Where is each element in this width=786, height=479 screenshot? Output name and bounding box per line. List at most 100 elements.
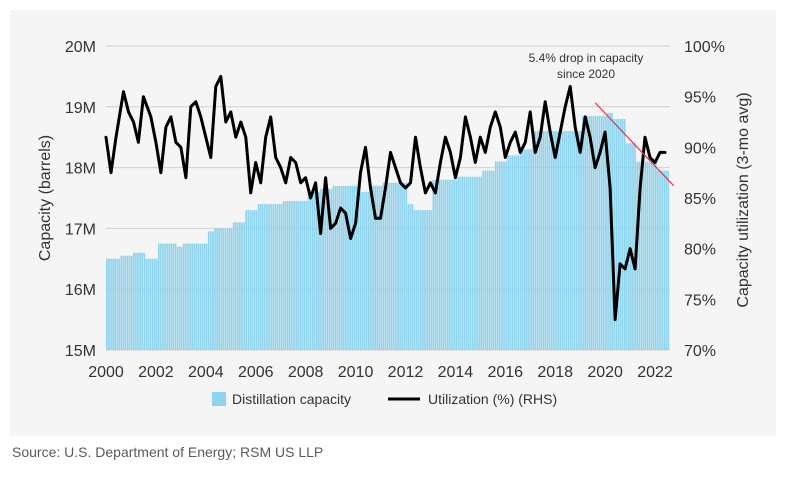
capacity-bars xyxy=(106,112,670,351)
capacity-bar xyxy=(226,228,229,350)
capacity-bar xyxy=(395,182,397,350)
capacity-bar xyxy=(659,170,661,350)
capacity-bar xyxy=(291,201,293,350)
capacity-bar xyxy=(536,131,539,350)
capacity-bar xyxy=(151,258,154,350)
capacity-bar xyxy=(667,170,670,350)
capacity-bar xyxy=(434,179,437,350)
capacity-bar xyxy=(122,255,125,350)
y-right-tick-label: 85% xyxy=(684,191,716,208)
capacity-bar xyxy=(237,222,239,350)
capacity-bar xyxy=(436,179,439,350)
capacity-bar xyxy=(363,191,366,350)
capacity-bar xyxy=(264,204,266,350)
capacity-bar xyxy=(451,179,453,350)
capacity-bar xyxy=(324,188,327,350)
capacity-bar xyxy=(234,222,237,350)
x-tick-label: 2020 xyxy=(587,364,623,381)
capacity-bar xyxy=(463,176,466,350)
x-tick-label: 2018 xyxy=(537,364,573,381)
y-axis-title: Capacity (barrels) xyxy=(37,135,54,261)
capacity-bar xyxy=(114,258,116,350)
capacity-bar xyxy=(576,131,578,350)
capacity-bar xyxy=(255,210,258,350)
capacity-bar xyxy=(322,188,324,350)
capacity-bar xyxy=(519,149,522,350)
capacity-bar xyxy=(280,204,283,350)
capacity-bar xyxy=(382,182,385,350)
capacity-bar xyxy=(484,170,487,350)
capacity-bar xyxy=(203,243,206,350)
capacity-bar xyxy=(617,118,620,351)
capacity-bar xyxy=(328,188,331,350)
capacity-bar xyxy=(311,191,314,350)
x-tick-label: 2008 xyxy=(288,364,324,381)
capacity-bar xyxy=(259,204,262,350)
capacity-bar xyxy=(480,176,482,350)
capacity-bar xyxy=(521,149,524,350)
capacity-bar xyxy=(420,210,422,350)
capacity-bar xyxy=(623,118,626,351)
capacity-bar xyxy=(222,228,225,350)
capacity-bar xyxy=(209,231,212,350)
capacity-bar xyxy=(432,179,435,350)
capacity-bar xyxy=(397,182,399,350)
capacity-bar xyxy=(239,222,241,350)
capacity-bar xyxy=(482,170,485,350)
capacity-bar xyxy=(600,115,603,350)
capacity-bar xyxy=(392,182,395,350)
capacity-bar xyxy=(145,258,148,350)
capacity-bar xyxy=(630,143,632,350)
capacity-bar xyxy=(642,161,645,350)
capacity-bar xyxy=(542,131,545,350)
capacity-bar xyxy=(205,243,208,350)
capacity-bar xyxy=(488,170,491,350)
capacity-bar xyxy=(596,115,599,350)
capacity-bar xyxy=(594,115,597,350)
capacity-bar xyxy=(365,191,368,350)
capacity-bar xyxy=(295,201,297,350)
capacity-bar xyxy=(598,115,601,350)
capacity-bar xyxy=(603,115,605,350)
capacity-bar xyxy=(655,161,657,350)
capacity-bar xyxy=(640,161,643,350)
capacity-bar xyxy=(170,243,173,350)
y-tick-label: 15M xyxy=(65,343,96,360)
capacity-bar xyxy=(368,191,370,350)
capacity-bar xyxy=(338,185,341,350)
capacity-bar xyxy=(417,210,420,350)
y-tick-label: 19M xyxy=(65,100,96,117)
capacity-bar xyxy=(424,210,426,350)
capacity-bar xyxy=(332,185,335,350)
capacity-bar xyxy=(299,201,302,350)
capacity-bar xyxy=(474,176,476,350)
capacity-bar xyxy=(309,191,312,350)
capacity-bar xyxy=(189,243,191,350)
capacity-bar xyxy=(341,185,343,350)
capacity-bar xyxy=(270,204,272,350)
capacity-bar xyxy=(546,131,549,350)
capacity-bar xyxy=(422,210,424,350)
capacity-bar xyxy=(216,228,218,350)
capacity-bar xyxy=(130,255,133,350)
capacity-bar xyxy=(162,243,164,350)
capacity-bar xyxy=(361,191,364,350)
capacity-bar xyxy=(609,112,611,350)
capacity-bar xyxy=(438,179,441,350)
capacity-bar xyxy=(478,176,480,350)
capacity-bar xyxy=(528,149,530,350)
capacity-bar xyxy=(108,258,110,350)
capacity-bar xyxy=(112,258,114,350)
capacity-bar xyxy=(644,161,647,350)
capacity-bar xyxy=(293,201,295,350)
capacity-bar xyxy=(116,258,119,350)
capacity-bar xyxy=(168,243,171,350)
capacity-bar xyxy=(453,179,455,350)
capacity-bar xyxy=(415,210,418,350)
capacity-bar xyxy=(124,255,127,350)
capacity-bar xyxy=(276,204,279,350)
capacity-bar xyxy=(326,188,329,350)
capacity-bar xyxy=(307,191,310,350)
capacity-bar xyxy=(532,131,534,350)
capacity-bar xyxy=(224,228,227,350)
